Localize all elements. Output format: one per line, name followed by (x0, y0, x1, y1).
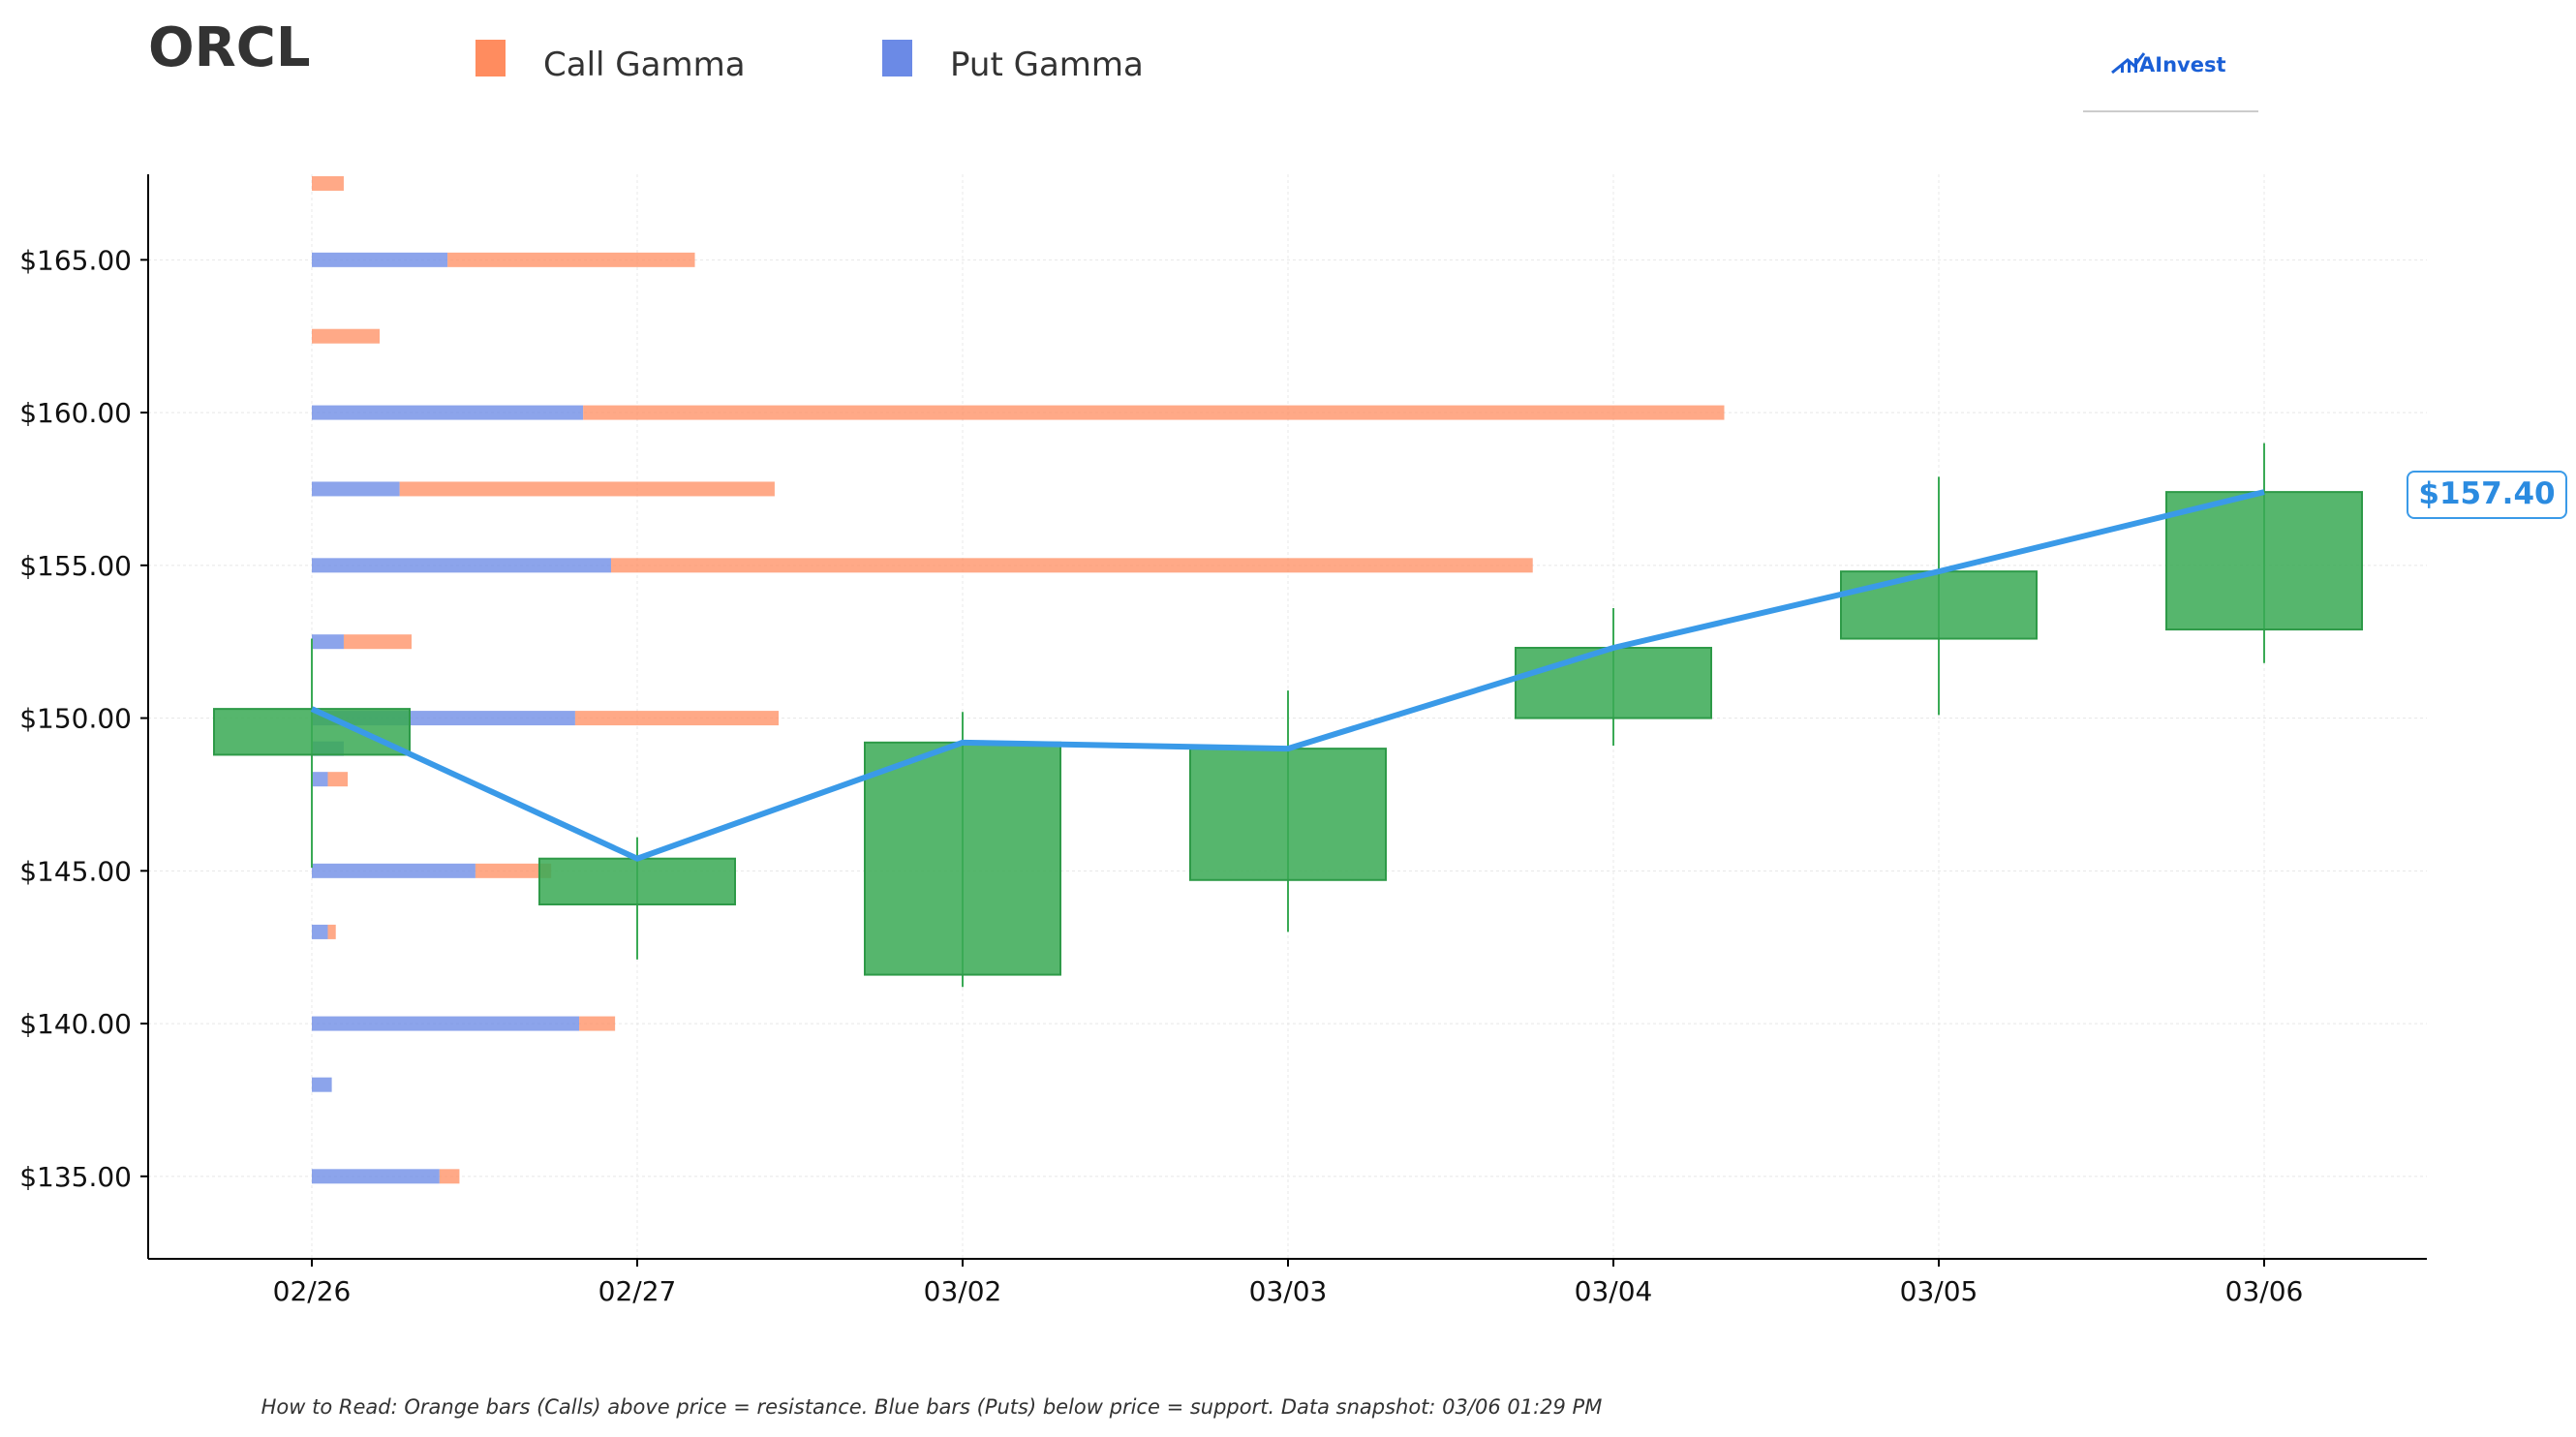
call-gamma-bar (439, 1169, 460, 1184)
put-gamma-bar (312, 252, 448, 267)
legend-swatch-put (882, 40, 912, 76)
put-gamma-bar (312, 558, 611, 573)
candle-body (2165, 491, 2363, 631)
legend-label-call: Call Gamma (543, 46, 746, 84)
y-tick-label: $140.00 (19, 1008, 132, 1040)
x-tick-label: 03/06 (2225, 1275, 2304, 1307)
candles (213, 443, 2363, 988)
y-tick-label: $150.00 (19, 703, 132, 735)
call-gamma-bar (574, 711, 780, 726)
call-gamma-bar (327, 924, 336, 939)
y-tick-label: $135.00 (19, 1161, 132, 1193)
y-tick-label: $145.00 (19, 855, 132, 887)
y-tick-label: $165.00 (19, 244, 132, 276)
logo-text: AInvest (2139, 53, 2226, 76)
put-gamma-bar (312, 634, 344, 650)
chart-title: ORCL (148, 16, 311, 79)
x-tick-label: 02/26 (273, 1275, 352, 1307)
put-gamma-bar (312, 1016, 580, 1031)
put-gamma-bar (312, 772, 328, 787)
put-gamma-bar (312, 924, 328, 939)
legend-label-put: Put Gamma (950, 46, 1144, 84)
close-line (310, 489, 2265, 862)
put-gamma-bar (312, 405, 584, 420)
candle-body (1189, 748, 1387, 881)
put-gamma-bar (312, 863, 475, 878)
put-gamma-bar (312, 1169, 440, 1184)
put-gamma-bar (312, 481, 400, 497)
candle-body (213, 708, 411, 756)
legend-swatch-call (475, 40, 506, 76)
x-tick-label: 03/03 (1249, 1275, 1328, 1307)
call-gamma-bar (475, 863, 552, 878)
y-tick-label: $160.00 (19, 397, 132, 429)
last-price-tag: $157.40 (2407, 471, 2567, 519)
call-gamma-bar (327, 772, 349, 787)
y-tick-label: $155.00 (19, 550, 132, 582)
logo-chart-icon (2111, 52, 2146, 75)
x-tick-label: 02/27 (598, 1275, 677, 1307)
price-tag-label: $157.40 (2418, 476, 2555, 511)
axes: $135.00 $140.00 $145.00 $150.00 $155.00 $160.… (19, 174, 2427, 1307)
candle-body (1840, 570, 2038, 640)
call-gamma-bar (399, 481, 775, 497)
call-gamma-bar (312, 328, 381, 344)
call-gamma-bar (447, 252, 695, 267)
ainvest-logo: AInvest (2083, 52, 2258, 112)
legend: Call Gamma Put Gamma (475, 40, 1144, 84)
gamma-bars (312, 175, 1725, 1184)
call-gamma-bar (312, 175, 344, 191)
x-tick-label: 03/02 (924, 1275, 1002, 1307)
x-tick-label: 03/05 (1900, 1275, 1978, 1307)
call-gamma-bar (579, 1016, 616, 1031)
candle-body (538, 857, 736, 906)
put-gamma-bar (312, 1077, 332, 1092)
candle-body (864, 741, 1061, 976)
call-gamma-bar (583, 405, 1725, 420)
call-gamma-bar (611, 558, 1533, 573)
x-tick-label: 03/04 (1575, 1275, 1653, 1307)
candle-body (1515, 647, 1712, 719)
close-price-line (310, 489, 2265, 862)
call-gamma-bar (343, 634, 412, 650)
price-tag-box (2407, 471, 2567, 519)
footnote: How to Read: Orange bars (Calls) above p… (261, 1395, 1603, 1419)
